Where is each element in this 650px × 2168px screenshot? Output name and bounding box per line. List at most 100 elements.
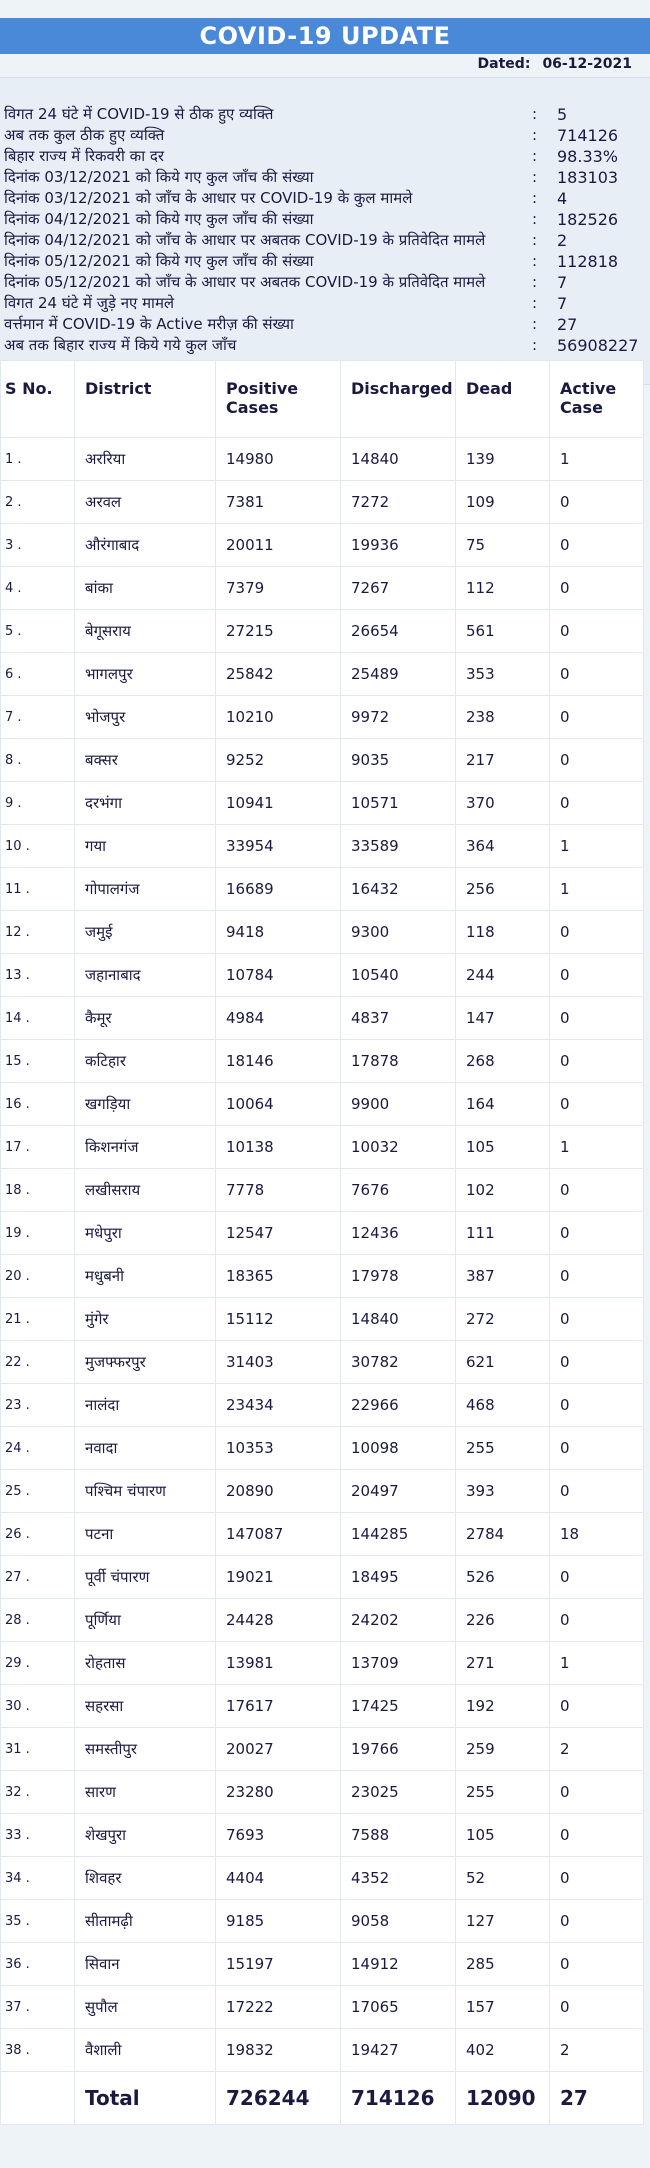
positive-cases-cell: 20890: [215, 1469, 341, 1513]
discharged-cell: 7267: [340, 566, 456, 610]
summary-label: दिनांक 03/12/2021 को जाँच के आधार पर COV…: [4, 189, 413, 207]
serial-number-cell: 24 .: [0, 1426, 75, 1470]
dead-cell: 370: [455, 781, 550, 825]
district-table-container: S No. District Positive Cases Discharged…: [0, 360, 644, 2125]
dead-cell: 353: [455, 652, 550, 696]
summary-colon: :: [532, 105, 538, 123]
positive-cases-cell: 10941: [215, 781, 341, 825]
district-name-cell: पटना: [74, 1512, 216, 1556]
active-cases-cell: 0: [549, 738, 644, 782]
district-name-cell: खगड़िया: [74, 1082, 216, 1126]
discharged-cell: 9058: [340, 1899, 456, 1943]
discharged-cell: 9300: [340, 910, 456, 954]
header-dead: Dead: [455, 360, 550, 438]
summary-value: 98.33%: [557, 147, 619, 166]
district-table: S No. District Positive Cases Discharged…: [0, 360, 644, 2125]
positive-cases-cell: 24428: [215, 1598, 341, 1642]
header-positive: Positive Cases: [215, 360, 341, 438]
summary-colon: :: [532, 273, 538, 291]
active-cases-cell: 0: [549, 996, 644, 1040]
total-label: Total: [74, 2071, 216, 2125]
table-row: 16 . खगड़िया 10064 9900 164 0: [0, 1082, 644, 1126]
table-row: 4 . बांका 7379 7267 112 0: [0, 566, 644, 610]
serial-number-cell: 7 .: [0, 695, 75, 739]
summary-row: विगत 24 घंटे में COVID-19 से ठीक हुए व्य…: [4, 104, 644, 125]
discharged-cell: 17878: [340, 1039, 456, 1083]
active-cases-cell: 18: [549, 1512, 644, 1556]
table-row: 8 . बक्सर 9252 9035 217 0: [0, 738, 644, 782]
serial-number-cell: 31 .: [0, 1727, 75, 1771]
active-cases-cell: 2: [549, 1727, 644, 1771]
positive-cases-cell: 20027: [215, 1727, 341, 1771]
positive-cases-cell: 7381: [215, 480, 341, 524]
district-name-cell: सुपौल: [74, 1985, 216, 2029]
dead-cell: 118: [455, 910, 550, 954]
table-row: 6 . भागलपुर 25842 25489 353 0: [0, 652, 644, 696]
discharged-cell: 25489: [340, 652, 456, 696]
positive-cases-cell: 18146: [215, 1039, 341, 1083]
district-name-cell: भोजपुर: [74, 695, 216, 739]
table-row: 20 . मधुबनी 18365 17978 387 0: [0, 1254, 644, 1298]
total-discharged: 714126: [340, 2071, 456, 2125]
active-cases-cell: 0: [549, 566, 644, 610]
table-row: 13 . जहानाबाद 10784 10540 244 0: [0, 953, 644, 997]
serial-number-cell: 23 .: [0, 1383, 75, 1427]
serial-number-cell: 5 .: [0, 609, 75, 653]
active-cases-cell: 0: [549, 1684, 644, 1728]
active-cases-cell: 1: [549, 437, 644, 481]
discharged-cell: 20497: [340, 1469, 456, 1513]
active-cases-cell: 0: [549, 1383, 644, 1427]
table-row: 17 . किशनगंज 10138 10032 105 1: [0, 1125, 644, 1169]
discharged-cell: 24202: [340, 1598, 456, 1642]
district-name-cell: गया: [74, 824, 216, 868]
district-name-cell: कटिहार: [74, 1039, 216, 1083]
dead-cell: 255: [455, 1426, 550, 1470]
active-cases-cell: 0: [549, 652, 644, 696]
active-cases-cell: 0: [549, 1555, 644, 1599]
active-cases-cell: 0: [549, 1254, 644, 1298]
serial-number-cell: 16 .: [0, 1082, 75, 1126]
serial-number-cell: 14 .: [0, 996, 75, 1040]
district-name-cell: समस्तीपुर: [74, 1727, 216, 1771]
district-name-cell: पूर्णिया: [74, 1598, 216, 1642]
dead-cell: 468: [455, 1383, 550, 1427]
dead-cell: 393: [455, 1469, 550, 1513]
table-row: 33 . शेखपुरा 7693 7588 105 0: [0, 1813, 644, 1857]
positive-cases-cell: 17222: [215, 1985, 341, 2029]
district-name-cell: शिवहर: [74, 1856, 216, 1900]
active-cases-cell: 0: [549, 910, 644, 954]
serial-number-cell: 32 .: [0, 1770, 75, 1814]
serial-number-cell: 13 .: [0, 953, 75, 997]
table-header-row: S No. District Positive Cases Discharged…: [0, 360, 644, 438]
summary-label: बिहार राज्य में रिकवरी का दर: [4, 147, 164, 165]
serial-number-cell: 8 .: [0, 738, 75, 782]
dead-cell: 109: [455, 480, 550, 524]
district-name-cell: दरभंगा: [74, 781, 216, 825]
table-row: 34 . शिवहर 4404 4352 52 0: [0, 1856, 644, 1900]
discharged-cell: 10540: [340, 953, 456, 997]
dead-cell: 285: [455, 1942, 550, 1986]
discharged-cell: 14840: [340, 1297, 456, 1341]
dead-cell: 271: [455, 1641, 550, 1685]
summary-row: दिनांक 03/12/2021 को जाँच के आधार पर COV…: [4, 188, 644, 209]
total-row: Total 726244 714126 12090 27: [0, 2071, 644, 2125]
discharged-cell: 4352: [340, 1856, 456, 1900]
serial-number-cell: 20 .: [0, 1254, 75, 1298]
district-name-cell: कैमूर: [74, 996, 216, 1040]
positive-cases-cell: 18365: [215, 1254, 341, 1298]
district-name-cell: बक्सर: [74, 738, 216, 782]
summary-row: अब तक कुल ठीक हुए व्यक्ति: 714126: [4, 125, 644, 146]
dead-cell: 402: [455, 2028, 550, 2072]
serial-number-cell: 3 .: [0, 523, 75, 567]
district-name-cell: मधुबनी: [74, 1254, 216, 1298]
positive-cases-cell: 14980: [215, 437, 341, 481]
dead-cell: 244: [455, 953, 550, 997]
positive-cases-cell: 23280: [215, 1770, 341, 1814]
summary-colon: :: [532, 315, 538, 333]
district-name-cell: सहरसा: [74, 1684, 216, 1728]
positive-cases-cell: 27215: [215, 609, 341, 653]
positive-cases-cell: 147087: [215, 1512, 341, 1556]
table-row: 21 . मुंगेर 15112 14840 272 0: [0, 1297, 644, 1341]
header-sno: S No.: [0, 360, 75, 438]
serial-number-cell: 34 .: [0, 1856, 75, 1900]
